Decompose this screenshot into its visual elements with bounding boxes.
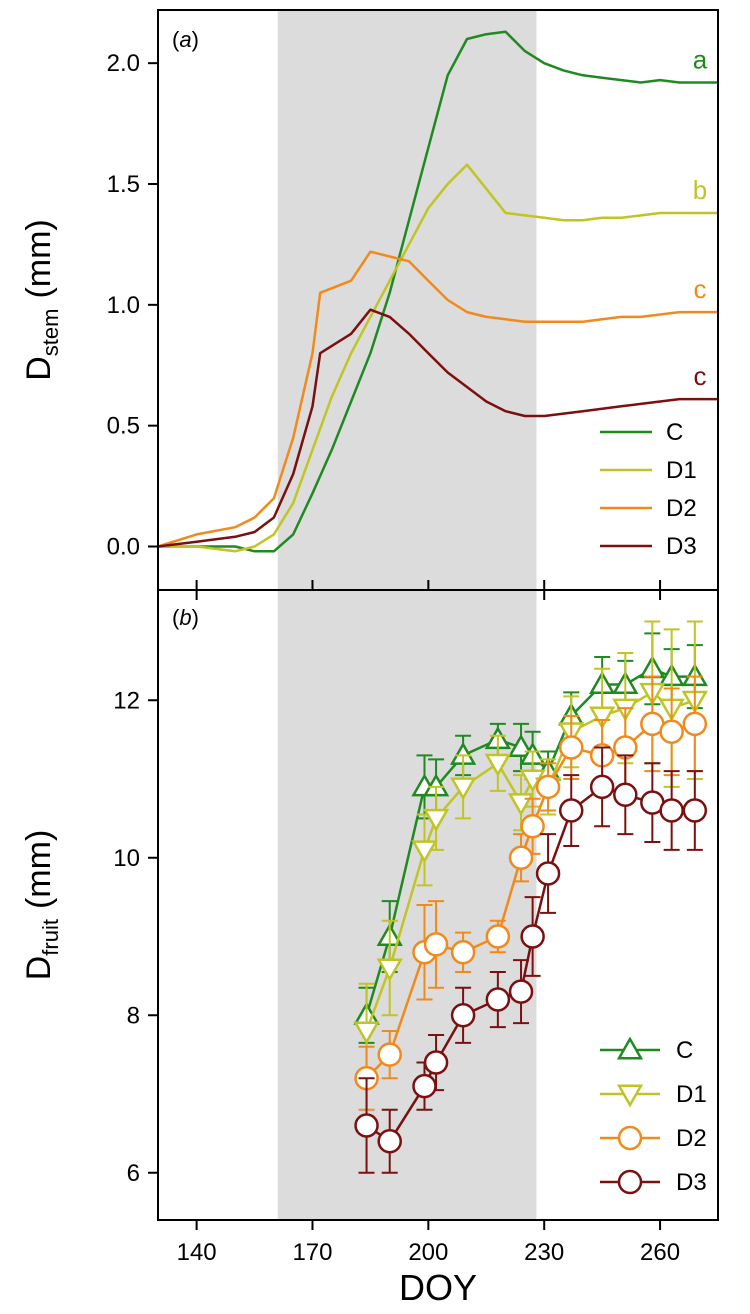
y-tick-label: 1.0 [107, 292, 140, 319]
series-line-D2 [157, 250, 718, 548]
panel-a-ylabel-sub: stem [38, 309, 63, 357]
panel-a-ylabel: Dstem (mm) [20, 219, 63, 381]
data-point-D1 [376, 958, 403, 982]
significance-letter-D1: b [693, 175, 707, 205]
y-tick-label: 2.0 [107, 50, 140, 77]
panel-b-series [353, 620, 708, 1174]
panel-a-label: (a) [172, 27, 199, 52]
data-point-D2 [450, 940, 476, 965]
x-tick-label: 140 [177, 1239, 217, 1266]
data-point-D3 [613, 782, 638, 807]
data-point-D1 [353, 1021, 380, 1045]
data-point-D1 [484, 753, 512, 777]
legend-marker-C [616, 1036, 644, 1060]
data-point-D3 [558, 798, 584, 823]
data-point-D2 [508, 845, 534, 870]
legend-label-D3: D3 [676, 1169, 707, 1196]
x-tick-label: 260 [640, 1239, 680, 1266]
data-point-D2 [659, 719, 684, 744]
panel-b-x-axis: 140 170 200 230 260 [177, 1220, 680, 1266]
data-point-D3 [589, 774, 615, 800]
significance-letter-C: a [693, 45, 708, 75]
panel-a-ylabel-main: D [20, 356, 58, 381]
panel-b-letter: b [179, 605, 191, 630]
y-tick-label: 8 [127, 1002, 140, 1029]
legend-label-C: C [676, 1037, 693, 1064]
legend-marker-D3 [617, 1169, 643, 1195]
panel-a-shade [277, 10, 537, 590]
data-point-D1 [588, 706, 616, 730]
legend-label-D3: D3 [666, 533, 697, 560]
y-tick-label: 1.5 [107, 171, 140, 198]
panel-b-ylabel-sub: fruit [38, 919, 63, 956]
data-point-D3 [412, 1073, 437, 1099]
panel-b-frame [157, 589, 719, 1221]
data-point-D1 [411, 840, 438, 864]
legend-label-D2: D2 [676, 1125, 707, 1152]
panel-b-legend: C D1 D2 D3 [600, 1036, 707, 1196]
data-point-D2 [520, 814, 545, 839]
x-tick-label: 230 [524, 1239, 564, 1266]
legend-label-D1: D1 [676, 1081, 707, 1108]
y-tick-label: 6 [127, 1160, 140, 1187]
data-point-D3 [450, 1003, 476, 1028]
data-point-D1 [422, 808, 450, 832]
data-point-D3 [377, 1129, 402, 1154]
series-line-D3 [157, 308, 718, 548]
legend-marker-D2 [617, 1125, 643, 1151]
legend-label-C: C [666, 419, 683, 446]
panel-a-letter: a [179, 27, 191, 52]
y-tick-label: 0.0 [107, 534, 140, 561]
data-point-D3 [485, 987, 511, 1012]
panel-a-ylabel-unit: (mm) [20, 219, 58, 298]
x-axis-title: DOY [399, 1267, 477, 1308]
legend-label-D2: D2 [666, 495, 697, 522]
data-point-D2 [485, 924, 511, 949]
data-point-D2 [423, 932, 449, 957]
panel-b-y-axis: 6 8 10 12 [113, 687, 158, 1187]
panel-b-label: (b) [172, 605, 199, 630]
data-point-D3 [659, 798, 684, 823]
y-tick-label: 0.5 [107, 413, 140, 440]
data-point-D3 [508, 979, 534, 1004]
panel-b-ylabel: Dfruit (mm) [20, 830, 63, 981]
panel-a-series: a b c c [157, 30, 718, 553]
data-point-D3 [535, 861, 561, 886]
data-point-D2 [377, 1042, 402, 1067]
legend-label-D1: D1 [666, 457, 697, 484]
x-tick-label: 200 [408, 1239, 448, 1266]
data-point-D3 [354, 1113, 379, 1138]
data-point-D2 [535, 774, 561, 800]
data-point-D1 [449, 777, 477, 801]
significance-letter-D3: c [694, 361, 707, 391]
series-line-D1 [158, 163, 718, 553]
data-point-D3 [423, 1050, 449, 1075]
x-tick-label: 170 [292, 1239, 332, 1266]
data-point-D2 [682, 711, 708, 737]
data-point-D3 [682, 798, 708, 823]
panel-a-y-axis: 0.0 0.5 1.0 1.5 2.0 [107, 50, 158, 561]
significance-letter-D2: c [694, 274, 707, 304]
data-point-D2 [558, 735, 584, 760]
panel-b: 6 8 10 12 140 170 200 230 260 (b) Dfruit (mm) DO… [20, 589, 719, 1308]
panel-a-legend: C D1 D2 D3 [600, 419, 697, 560]
panel-a: a b c c 0.0 0.5 1.0 1.5 2.0 (a) Dstem (mm) C D1 D2… [20, 9, 719, 600]
data-point-D3 [520, 924, 545, 949]
panel-b-ylabel-main: D [20, 956, 58, 981]
legend-marker-D1 [616, 1084, 644, 1108]
panel-b-ylabel-unit: (mm) [20, 830, 58, 909]
series-line-C [158, 30, 718, 553]
y-tick-label: 10 [113, 845, 140, 872]
y-tick-label: 12 [113, 687, 140, 714]
